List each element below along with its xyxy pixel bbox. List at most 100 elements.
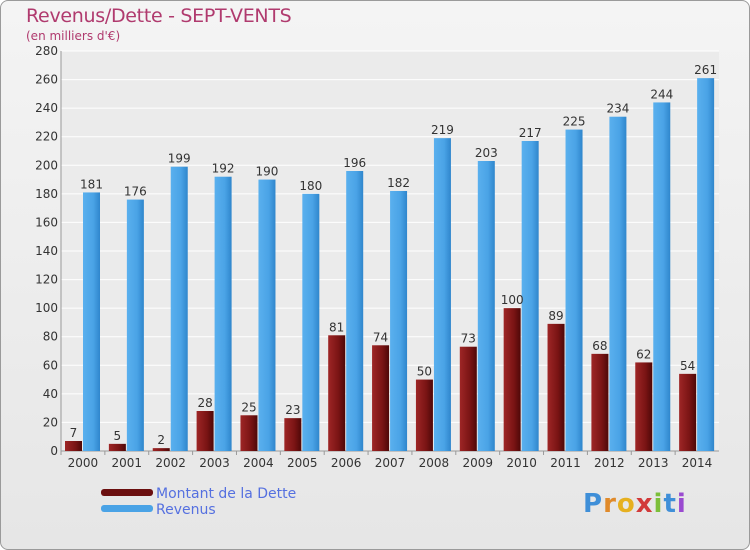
data-label-revenus: 261: [694, 63, 717, 77]
x-tick-label: 2013: [638, 456, 669, 470]
x-tick-label: 2011: [550, 456, 581, 470]
data-label-revenus: 203: [475, 146, 498, 160]
bar-dette: [547, 323, 565, 451]
data-label-dette: 68: [592, 339, 607, 353]
x-tick-label: 2000: [68, 456, 99, 470]
proxiti-logo: Proxiti: [583, 489, 687, 519]
bar-revenus: [346, 171, 364, 451]
data-label-dette: 25: [241, 400, 256, 414]
data-label-dette: 54: [680, 359, 695, 373]
bar-revenus: [433, 138, 451, 451]
legend-swatch-revenus: [101, 505, 153, 512]
x-tick-label: 2002: [155, 456, 186, 470]
y-tick-label: 40: [43, 387, 58, 401]
data-label-dette: 74: [373, 330, 388, 344]
legend-label-debt: Montant de la Dette: [156, 486, 297, 502]
bar-revenus: [126, 199, 144, 451]
bar-revenus: [653, 102, 671, 451]
bar-revenus: [258, 179, 276, 452]
x-tick-label: 2014: [682, 456, 713, 470]
x-tick-label: 2007: [375, 456, 406, 470]
bar-dette: [679, 373, 697, 451]
bar-dette: [459, 346, 477, 451]
bar-revenus: [83, 192, 100, 451]
logo-letter: t: [663, 489, 677, 519]
x-tick-label: 2006: [331, 456, 362, 470]
bar-dette: [635, 362, 653, 451]
data-label-revenus: 219: [431, 123, 454, 137]
data-label-revenus: 217: [519, 126, 542, 140]
bar-dette: [503, 308, 521, 451]
bar-revenus: [565, 129, 583, 452]
bar-dette: [415, 379, 433, 451]
legend-label-revenus: Revenus: [156, 502, 216, 518]
y-tick-label: 260: [35, 73, 58, 87]
logo-letter: i: [653, 489, 664, 519]
data-label-revenus: 176: [124, 185, 147, 199]
x-tick-label: 2001: [112, 456, 143, 470]
y-tick-label: 140: [35, 244, 58, 258]
data-label-dette: 100: [501, 293, 524, 307]
bar-dette: [65, 441, 82, 451]
bar-dette: [591, 353, 609, 451]
y-tick-label: 20: [43, 415, 58, 429]
logo-letter: i: [676, 489, 687, 519]
data-label-revenus: 182: [387, 176, 410, 190]
data-label-dette: 89: [548, 309, 563, 323]
logo-letter: r: [603, 489, 617, 519]
x-tick-label: 2010: [506, 456, 537, 470]
x-tick-label: 2009: [462, 456, 493, 470]
data-label-revenus: 181: [80, 177, 103, 191]
data-label-revenus: 225: [563, 115, 586, 129]
data-label-revenus: 180: [299, 179, 322, 193]
data-label-revenus: 190: [256, 165, 279, 179]
bar-dette: [108, 443, 126, 451]
bar-dette: [284, 418, 302, 451]
legend-swatch-debt: [101, 489, 153, 496]
bar-revenus: [609, 116, 627, 451]
y-tick-label: 240: [35, 101, 58, 115]
y-tick-label: 160: [35, 215, 58, 229]
bar-dette: [152, 448, 170, 451]
chart-title: Revenus/Dette - SEPT-VENTS: [26, 5, 292, 27]
data-label-dette: 23: [285, 403, 300, 417]
bar-revenus: [302, 193, 320, 451]
data-label-dette: 7: [70, 426, 78, 440]
chart-subtitle: (en milliers d'€): [26, 29, 121, 43]
bar-revenus: [521, 141, 539, 451]
data-label-revenus: 196: [343, 156, 366, 170]
y-tick-label: 120: [35, 273, 58, 287]
data-label-dette: 81: [329, 320, 344, 334]
y-tick-label: 200: [35, 158, 58, 172]
data-label-dette: 5: [114, 429, 122, 443]
bar-revenus: [214, 176, 232, 451]
x-tick-label: 2004: [243, 456, 274, 470]
bar-dette: [372, 345, 390, 451]
data-label-dette: 2: [157, 433, 165, 447]
bar-revenus: [697, 78, 715, 452]
data-label-revenus: 199: [168, 152, 191, 166]
data-label-revenus: 244: [650, 87, 673, 101]
data-label-revenus: 192: [212, 162, 235, 176]
bar-revenus: [170, 166, 188, 451]
data-label-dette: 50: [417, 365, 432, 379]
data-label-revenus: 234: [606, 102, 629, 116]
bar-dette: [328, 335, 346, 451]
y-tick-label: 100: [35, 301, 58, 315]
bar-revenus: [390, 191, 408, 451]
bar-revenus: [477, 161, 495, 451]
y-tick-label: 180: [35, 187, 58, 201]
y-tick-label: 80: [43, 330, 58, 344]
x-tick-label: 2003: [199, 456, 230, 470]
logo-letter: o: [616, 489, 636, 519]
data-label-dette: 28: [197, 396, 212, 410]
x-tick-label: 2005: [287, 456, 318, 470]
data-label-dette: 73: [461, 332, 476, 346]
y-tick-label: 280: [35, 44, 58, 58]
bar-dette: [240, 415, 258, 451]
logo-letter: x: [635, 489, 654, 519]
data-label-dette: 62: [636, 347, 651, 361]
logo-letter: P: [583, 489, 604, 519]
